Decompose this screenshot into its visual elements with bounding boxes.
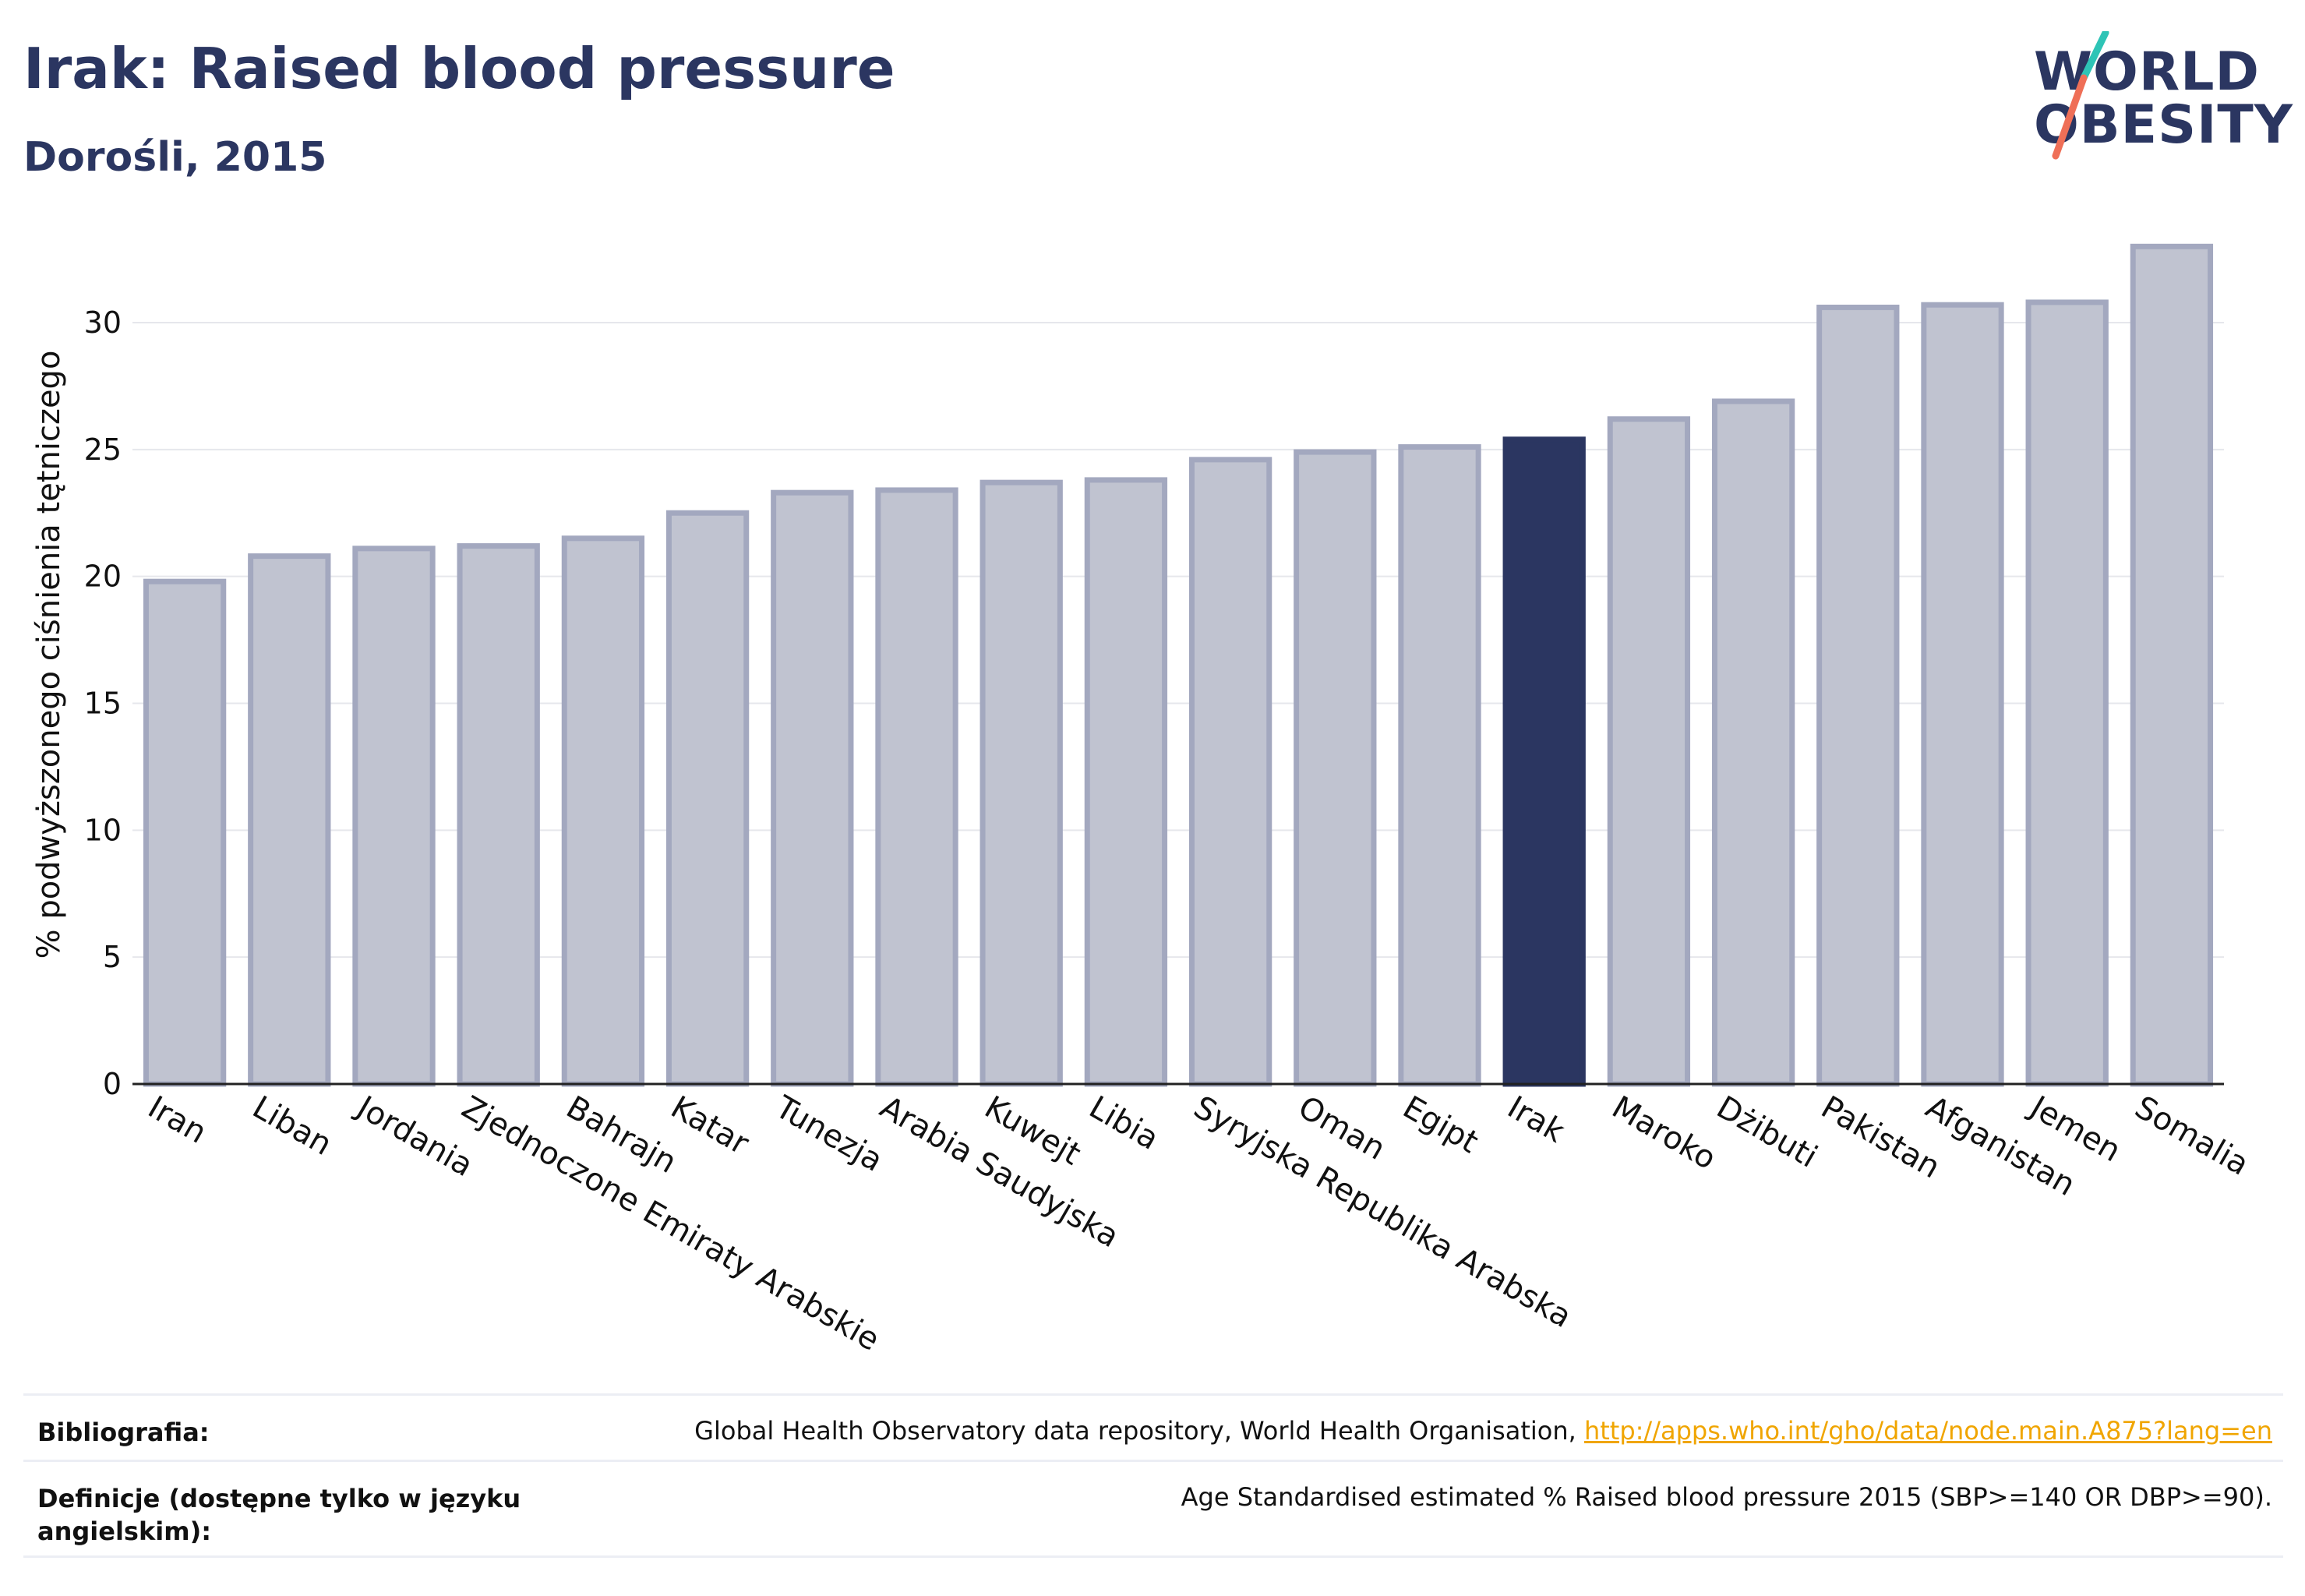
bar-jemen [2025,299,2109,1087]
x-tick-label: Jordania [349,1088,479,1184]
bar-arabia-saudyjska [875,487,958,1087]
x-tick-label: Egipt [1397,1089,1484,1160]
bar-kuwejt [980,479,1063,1087]
y-tick-label: 10 [84,813,122,847]
bar-egipt [1398,444,1481,1087]
x-tick-label: Irak [1502,1089,1571,1150]
bibliography-row: Bibliografia: Global Health Observatory … [23,1393,2283,1460]
bar-jordania [352,546,436,1087]
logo-line-world: WORLD [2034,41,2260,103]
y-axis-label: % podwyższonego ciśnienia tętniczego [31,351,67,959]
bar-somalia [2130,243,2214,1087]
definitions-value: Age Standardised estimated % Raised bloo… [1181,1482,2272,1512]
definitions-row: Definicje (dostępne tylko w języku angie… [23,1460,2283,1558]
y-tick-label: 5 [103,940,122,974]
y-tick-label: 0 [103,1067,122,1101]
y-tick-label: 15 [84,686,122,720]
bar-liban [248,553,331,1087]
x-tick-label: Iran [142,1089,213,1151]
bar-irak [1502,436,1586,1087]
bibliography-label: Bibliografia: [37,1418,210,1447]
bar-zjednoczone-emiraty-arabskie [457,543,540,1087]
y-tick-labels: 0 5 10 15 20 25 30 [84,305,122,1101]
x-tick-label: Tunezja [768,1089,888,1178]
x-tick-label: Maroko [1606,1089,1722,1177]
bar-bahrajn [561,535,645,1087]
chart-subtitle: Dorośli, 2015 [23,134,327,181]
y-tick-label: 20 [84,560,122,594]
chart-title: Irak: Raised blood pressure [23,36,895,101]
bar-pakistan [1816,304,1900,1087]
bars [143,243,2214,1087]
bibliography-link[interactable]: http://apps.who.int/gho/data/node.main.A… [1583,1416,2272,1446]
bar-libia [1084,477,1168,1087]
bar-syryjska-republika-arabska [1188,457,1273,1087]
bar-maroko [1607,416,1691,1087]
bar-iran [143,578,227,1087]
grid-lines [132,321,2224,959]
x-tick-label: Somalia [2129,1089,2255,1183]
bar-dżibuti [1711,398,1795,1087]
bar-afganistan [1921,302,2004,1087]
y-tick-label: 30 [84,305,122,340]
y-tick-label: 25 [84,433,122,467]
definitions-label: Definicje (dostępne tylko w języku angie… [37,1484,521,1546]
x-tick-label: Dżibuti [1710,1089,1823,1175]
bibliography-text: Global Health Observatory data repositor… [694,1416,1584,1446]
logo-slash-icon [2052,31,2109,160]
x-tick-label: Pakistan [1815,1089,1946,1186]
bar-oman [1294,449,1377,1087]
bar-katar [665,510,750,1087]
bar-tunezja [771,489,854,1087]
world-obesity-logo: WORLD OBESITY [2034,31,2293,164]
x-tick-label: Liban [246,1089,337,1163]
bibliography-value: Global Health Observatory data repositor… [694,1416,2272,1446]
x-tick-label: Libia [1083,1089,1165,1157]
footer: Bibliografia: Global Health Observatory … [23,1393,2283,1558]
